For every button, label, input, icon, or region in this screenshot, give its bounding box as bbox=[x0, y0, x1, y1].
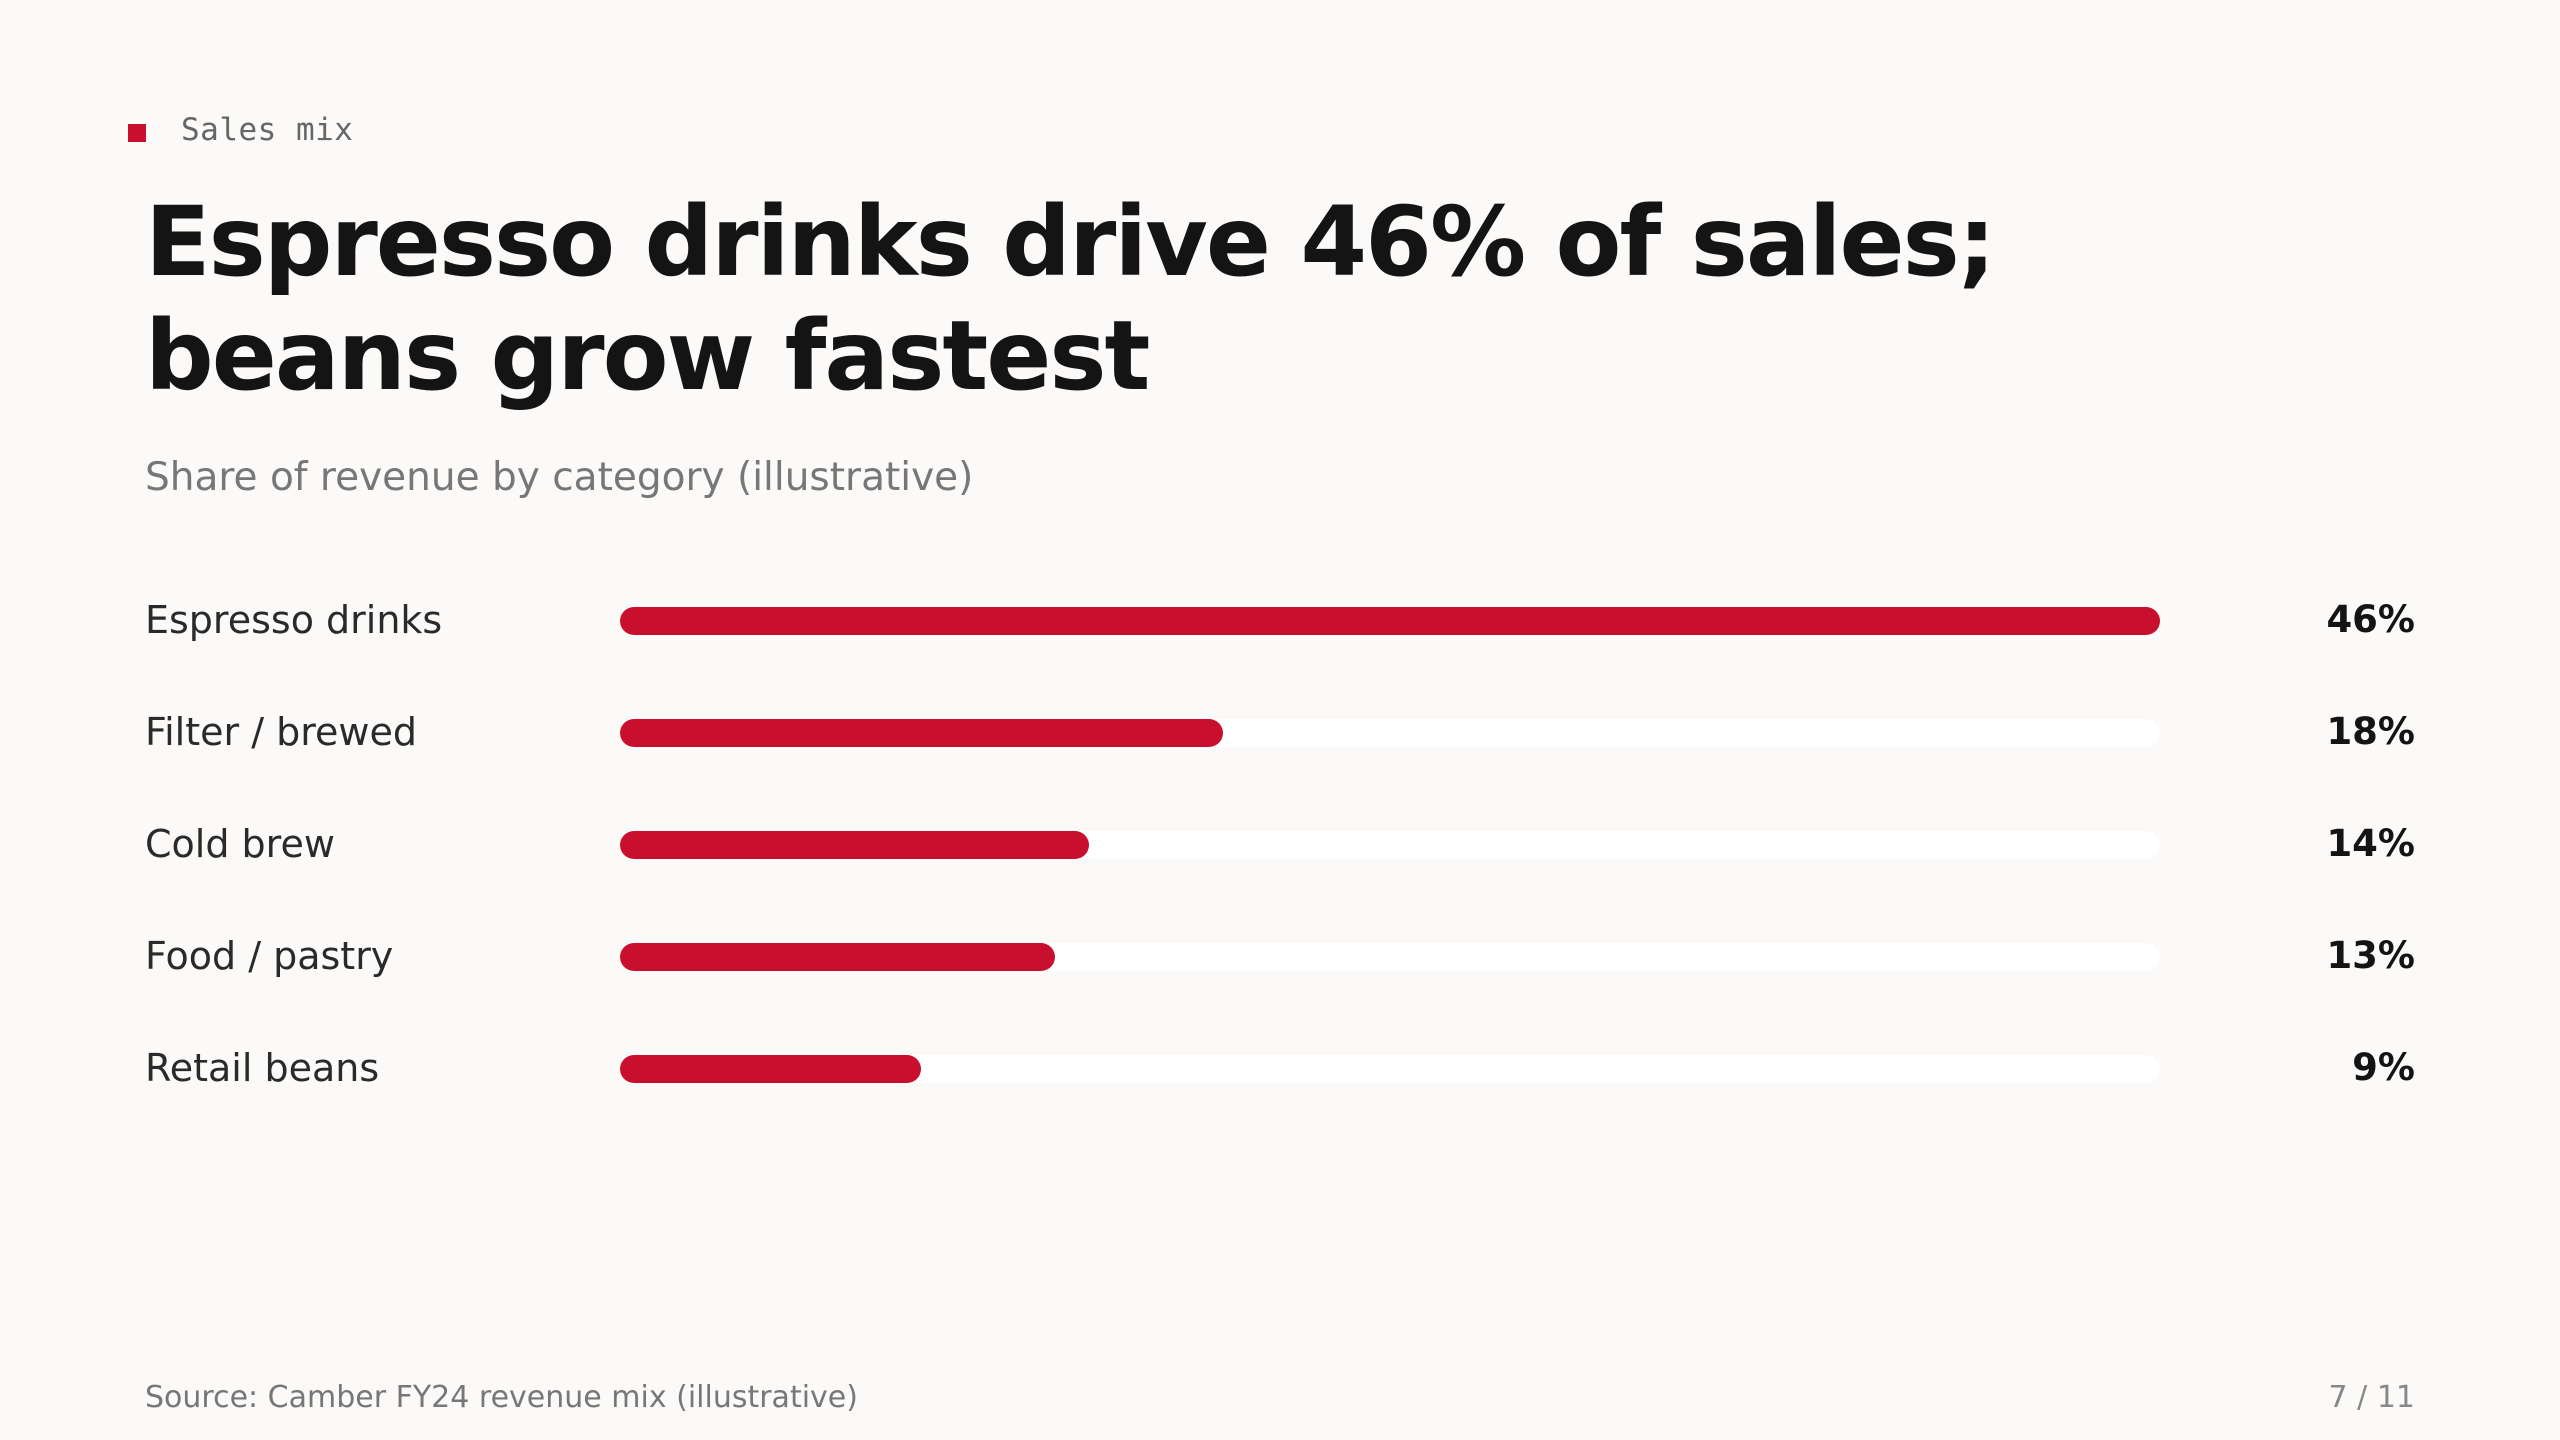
bar-track bbox=[620, 831, 2160, 859]
value-label: 13% bbox=[2326, 934, 2415, 977]
bar-chart: Espresso drinks 46% Filter / brewed 18% Cold… bbox=[145, 580, 2415, 1140]
bar bbox=[620, 1055, 921, 1083]
value-label: 9% bbox=[2352, 1046, 2415, 1089]
category-label: Cold brew bbox=[145, 822, 335, 866]
bar-row: Cold brew 14% bbox=[145, 804, 2415, 884]
slide-subtitle: Share of revenue by category (illustrati… bbox=[145, 455, 974, 500]
slide-title: Espresso drinks drive 46% of sales; bean… bbox=[145, 186, 1996, 412]
category-label: Espresso drinks bbox=[145, 598, 443, 642]
value-label: 18% bbox=[2326, 710, 2415, 753]
bar-row: Food / pastry 13% bbox=[145, 916, 2415, 996]
page-number: 7 / 11 bbox=[2328, 1380, 2415, 1415]
category-label: Retail beans bbox=[145, 1046, 380, 1090]
bar-row: Retail beans 9% bbox=[145, 1028, 2415, 1108]
bar bbox=[620, 719, 1223, 747]
bar bbox=[620, 831, 1089, 859]
category-label: Filter / brewed bbox=[145, 710, 417, 754]
bar bbox=[620, 943, 1055, 971]
kicker-marker bbox=[128, 124, 146, 142]
value-label: 46% bbox=[2326, 598, 2415, 641]
bar-row: Filter / brewed 18% bbox=[145, 692, 2415, 772]
kicker-label: Sales mix bbox=[181, 112, 354, 148]
category-label: Food / pastry bbox=[145, 934, 394, 978]
bar bbox=[620, 607, 2160, 635]
bar-track bbox=[620, 607, 2160, 635]
value-label: 14% bbox=[2326, 822, 2415, 865]
kicker: Sales mix bbox=[128, 108, 353, 152]
bar-track bbox=[620, 943, 2160, 971]
bar-track bbox=[620, 1055, 2160, 1083]
bar-row: Espresso drinks 46% bbox=[145, 580, 2415, 660]
source-note: Source: Camber FY24 revenue mix (illustr… bbox=[145, 1380, 858, 1415]
bar-track bbox=[620, 719, 2160, 747]
